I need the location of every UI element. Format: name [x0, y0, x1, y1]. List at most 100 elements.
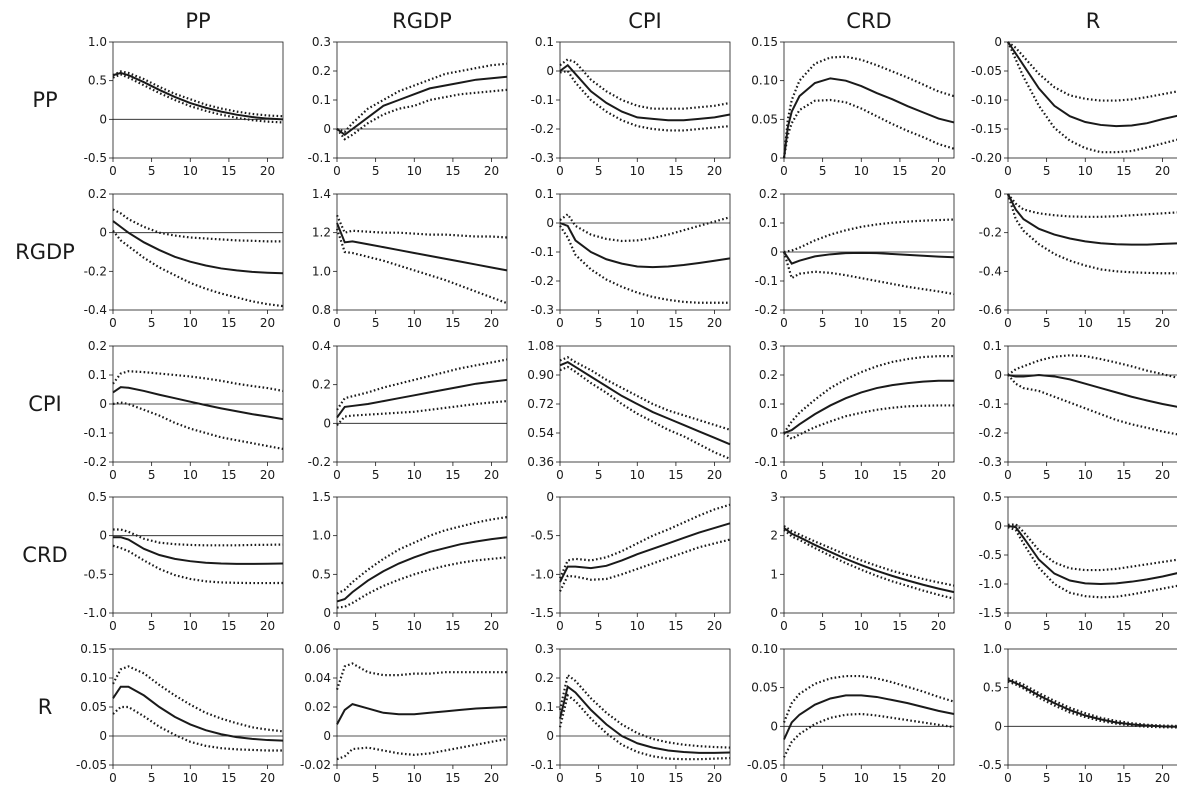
y-tick-label: 0.05: [751, 112, 778, 126]
y-tick-label: 1.4: [312, 187, 331, 201]
x-tick-label: 0: [109, 619, 117, 633]
x-tick-label: 10: [1078, 316, 1093, 330]
panel-crd-crd: 0 1 2 3 0 5 10 15 20: [770, 490, 955, 633]
upper-band-line: [112, 370, 284, 393]
x-tick-label: 5: [148, 771, 156, 785]
y-tick-label: 0.2: [759, 368, 778, 382]
y-tick-label: 0.1: [535, 700, 554, 714]
y-tick-label: 0.1: [759, 397, 778, 411]
median-response-line: [336, 222, 508, 272]
x-tick-label: 0: [780, 164, 788, 178]
panel-r-cpi: -0.100.10.20.30 5 10 15 20: [531, 642, 731, 785]
y-tick-label: 0: [323, 416, 331, 430]
x-tick-label: 0: [1004, 771, 1012, 785]
y-tick-label: 0: [994, 368, 1002, 382]
x-tick-label: 0: [556, 164, 564, 178]
y-tick-label: -0.6: [979, 303, 1002, 317]
x-tick-label: 0: [109, 771, 117, 785]
y-tick-label: 0.10: [751, 642, 778, 656]
panel-crd-rgdp: 0 0.5 1.0 1.5 0 5 10 15 20: [312, 490, 508, 633]
lower-band-line: [112, 230, 284, 308]
y-tick-label: 0.5: [983, 681, 1002, 695]
x-tick-label: 10: [854, 316, 869, 330]
x-tick-label: 15: [668, 164, 683, 178]
upper-band-line: [336, 358, 508, 411]
y-tick-label: -0.5: [979, 758, 1002, 772]
x-tick-label: 5: [1043, 619, 1051, 633]
y-tick-label: 0: [994, 719, 1002, 733]
panel-grid: -0.500.51.00 5 10 15 20-0.100.10.20.30 5 10 15 2…: [76, 35, 1177, 785]
lower-band-line: [335, 228, 508, 305]
lower-band-line: [783, 712, 955, 758]
y-tick-label: 0.1: [535, 35, 554, 49]
x-tick-label: 10: [630, 619, 645, 633]
x-tick-label: 20: [1155, 619, 1170, 633]
x-tick-label: 0: [556, 771, 564, 785]
median-response-line: [559, 360, 731, 446]
x-tick-label: 10: [183, 316, 198, 330]
y-tick-label: -0.15: [971, 122, 1002, 136]
y-tick-label: 0.5: [88, 490, 107, 504]
median-response-line: [1007, 41, 1177, 128]
y-tick-label: -0.1: [531, 758, 554, 772]
median-response-line: [559, 684, 731, 754]
x-tick-label: 0: [556, 619, 564, 633]
x-tick-label: 15: [1116, 771, 1131, 785]
x-tick-label: 10: [854, 164, 869, 178]
panel-frame: [559, 41, 731, 159]
x-tick-label: 15: [668, 316, 683, 330]
x-tick-label: 10: [1078, 164, 1093, 178]
x-tick-label: 0: [780, 316, 788, 330]
y-tick-label: 0: [99, 112, 107, 126]
x-tick-label: 15: [892, 164, 907, 178]
median-response-line: [112, 685, 284, 742]
x-tick-label: 0: [109, 468, 117, 482]
x-tick-label: 0: [333, 619, 341, 633]
x-tick-label: 15: [445, 468, 460, 482]
panel-pp-crd: 0 0.05 0.10 0.15 0 5 10 15 20: [751, 35, 955, 178]
y-tick-label: 0: [770, 606, 778, 620]
y-tick-label: 1.2: [312, 226, 331, 240]
lower-band-line: [112, 705, 283, 752]
x-tick-label: 15: [892, 468, 907, 482]
upper-band-line: [559, 58, 731, 110]
x-tick-label: 20: [1155, 164, 1170, 178]
panel-cpi-pp: -0.2 -0.1 0 0.1 0.2 0 5 10 15 20: [84, 339, 284, 482]
y-tick-label: 0: [770, 245, 778, 259]
lower-band-line: [1007, 680, 1177, 729]
panel-frame: [559, 648, 731, 766]
x-tick-label: 20: [484, 468, 499, 482]
median-response-line: [559, 63, 731, 122]
lower-band-line: [112, 73, 284, 124]
lower-band-line: [782, 98, 955, 159]
x-tick-label: 5: [595, 468, 603, 482]
upper-band-line: [336, 62, 508, 134]
panel-frame: [336, 41, 508, 159]
upper-band-line: [782, 674, 955, 723]
x-tick-label: 20: [1155, 771, 1170, 785]
x-tick-label: 0: [109, 164, 117, 178]
y-tick-label: -0.4: [84, 303, 107, 317]
row-title-r: R: [38, 695, 53, 719]
panel-frame: [1007, 496, 1177, 614]
upper-band-line: [783, 355, 954, 434]
x-tick-label: 10: [1078, 771, 1093, 785]
lower-band-line: [783, 404, 954, 441]
y-tick-label: -1.5: [531, 606, 554, 620]
x-tick-label: 0: [1004, 468, 1012, 482]
x-tick-label: 10: [407, 164, 422, 178]
y-tick-label: 0: [323, 606, 331, 620]
upper-band-line: [1007, 41, 1177, 102]
panel-pp-rgdp: -0.100.10.20.30 5 10 15 20: [308, 35, 508, 178]
y-tick-label: 0: [323, 122, 331, 136]
x-tick-label: 15: [221, 771, 236, 785]
x-tick-label: 10: [183, 468, 198, 482]
upper-band-line: [336, 516, 508, 595]
y-tick-label: -0.1: [755, 455, 778, 469]
panel-frame: [783, 41, 955, 159]
y-tick-label: 1.0: [88, 35, 107, 49]
panel-rgdp-crd: -0.2 -0.1 0 0.1 0.2 0 5 10 15 20: [755, 187, 955, 330]
x-tick-label: 5: [148, 164, 156, 178]
x-tick-label: 20: [707, 468, 722, 482]
y-tick-label: 0.2: [535, 671, 554, 685]
